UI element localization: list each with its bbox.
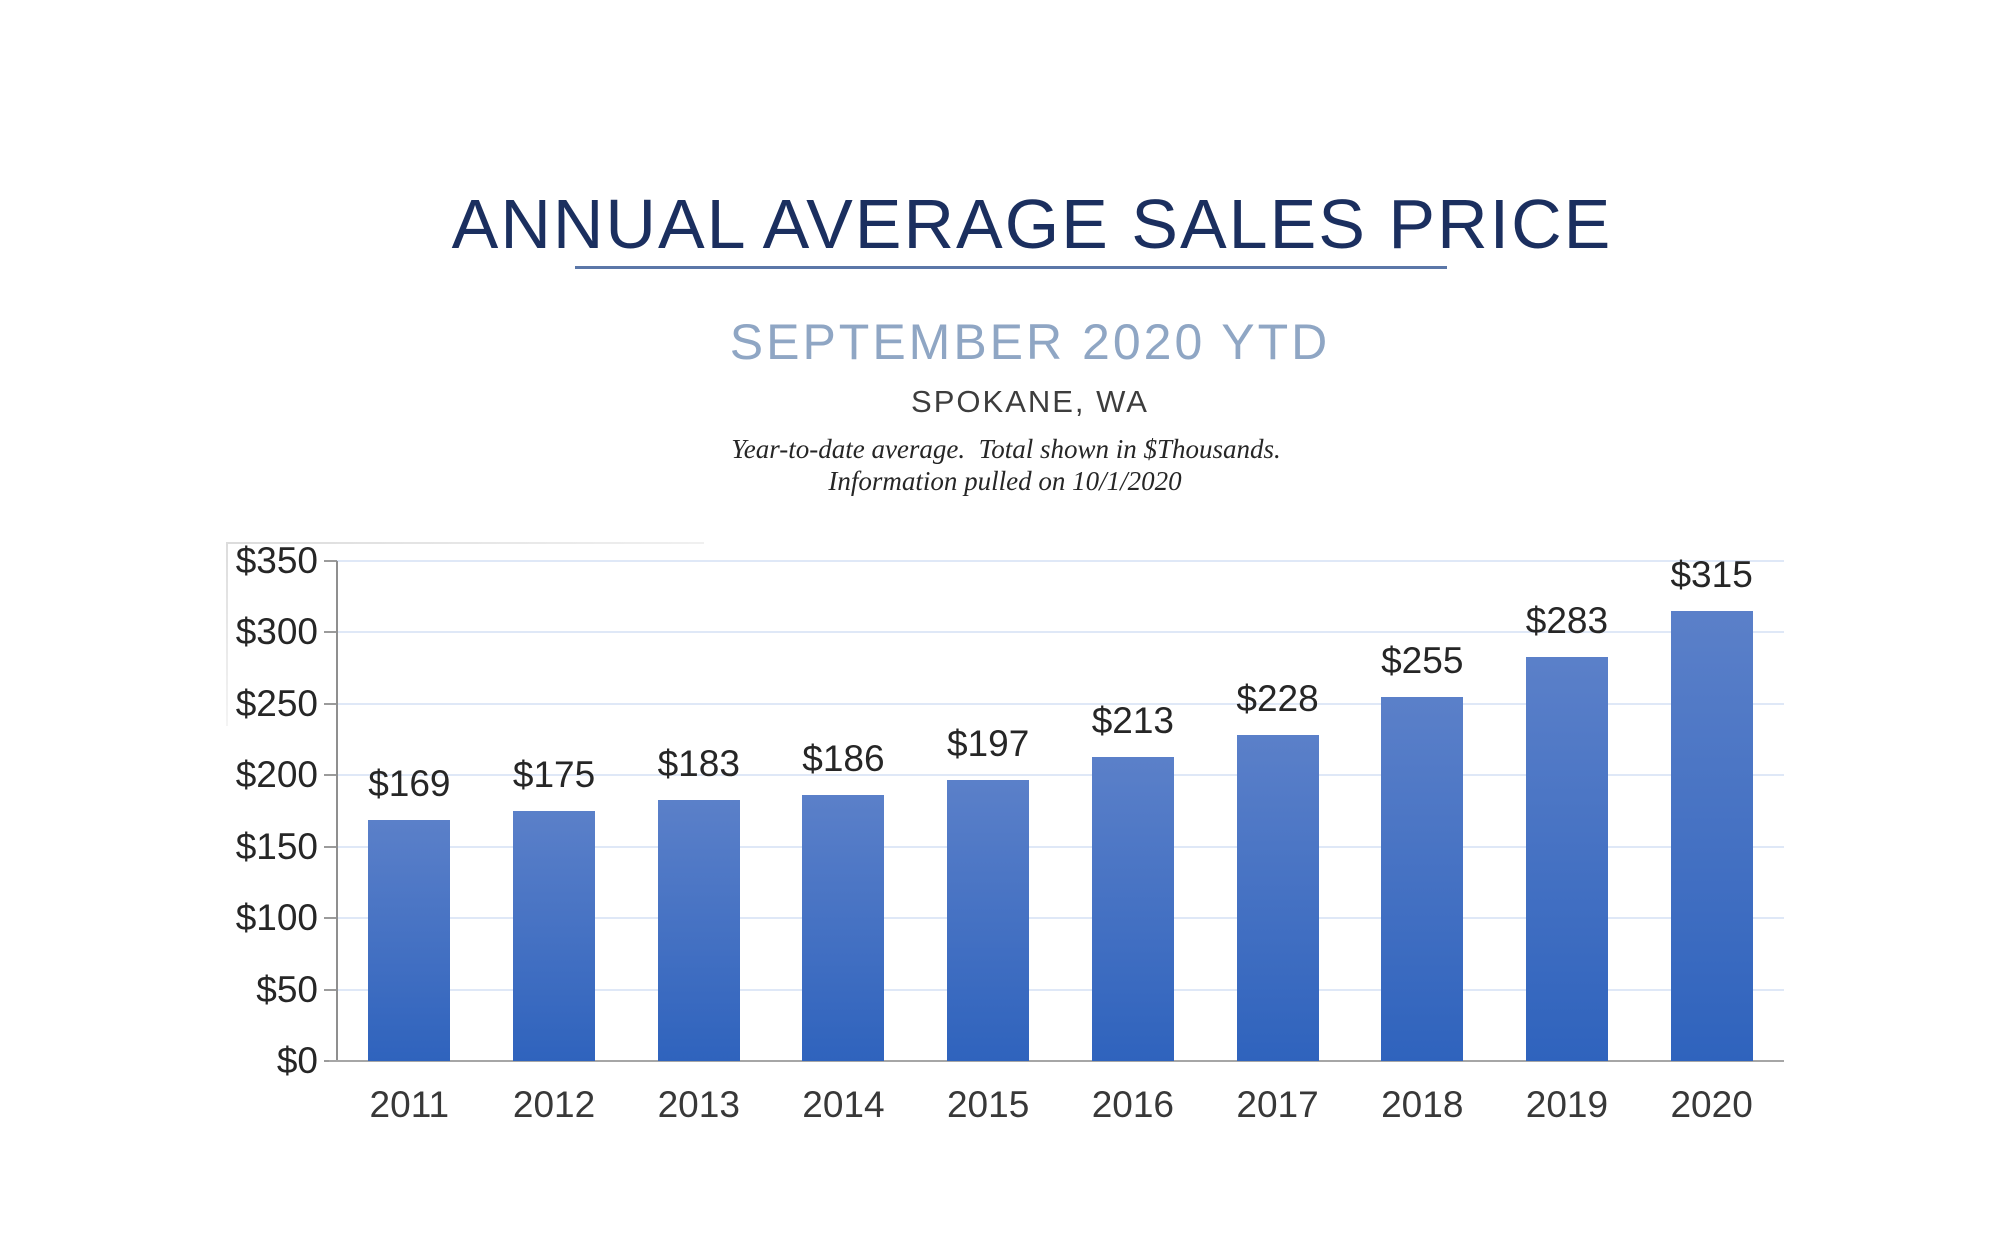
y-tick-label: $150 bbox=[235, 825, 318, 867]
bar bbox=[368, 819, 451, 1061]
x-tick-label: 2013 bbox=[657, 1084, 740, 1125]
bar bbox=[657, 799, 740, 1061]
y-axis-tick bbox=[324, 917, 337, 920]
x-tick-label: 2015 bbox=[946, 1084, 1030, 1125]
y-tick-label: $100 bbox=[235, 897, 318, 939]
bar bbox=[1525, 656, 1608, 1061]
chart-subtitle: SEPTEMBER 2020 YTD bbox=[729, 314, 1331, 370]
y-axis-tick bbox=[324, 702, 337, 705]
x-tick-label: 2018 bbox=[1381, 1084, 1464, 1125]
pasted-image-edge-top bbox=[226, 542, 704, 544]
bar-value-label: $197 bbox=[946, 722, 1030, 764]
y-tick-label: $300 bbox=[235, 611, 318, 653]
x-tick-label: 2016 bbox=[1091, 1084, 1174, 1125]
y-tick-label: $50 bbox=[256, 968, 318, 1010]
bar-value-label: $183 bbox=[657, 742, 740, 784]
bar bbox=[513, 811, 596, 1061]
y-tick-label: $250 bbox=[235, 682, 318, 724]
y-axis-tick bbox=[324, 845, 337, 848]
y-axis-tick bbox=[324, 774, 337, 777]
y-axis-tick bbox=[324, 560, 337, 562]
y-tick-label: $200 bbox=[235, 754, 318, 796]
bar bbox=[1670, 611, 1753, 1061]
bar-value-label: $255 bbox=[1381, 639, 1464, 681]
y-axis-tick bbox=[324, 988, 337, 991]
gridline bbox=[337, 917, 1784, 920]
y-axis-tick bbox=[324, 631, 337, 634]
bar bbox=[802, 795, 885, 1061]
gridline bbox=[337, 774, 1784, 777]
bar-value-label: $186 bbox=[802, 738, 885, 780]
chart-note-pulled: Information pulled on 10/1/2020 bbox=[828, 466, 1182, 496]
gridline bbox=[337, 631, 1784, 634]
bar-value-label: $175 bbox=[512, 754, 596, 795]
page-title: ANNUAL AVERAGE SALES PRICE bbox=[451, 185, 1613, 263]
bar-value-label: $315 bbox=[1670, 554, 1753, 595]
title-underline bbox=[575, 266, 1447, 269]
x-tick-label: 2017 bbox=[1236, 1084, 1319, 1125]
bar bbox=[1091, 756, 1174, 1061]
bar bbox=[1236, 735, 1319, 1061]
gridline bbox=[337, 845, 1784, 848]
x-axis-line bbox=[329, 1060, 1784, 1062]
chart-note-units: Year-to-date average. Total shown in $Th… bbox=[731, 434, 1281, 464]
gridline bbox=[337, 560, 1784, 562]
pasted-image-edge-left bbox=[226, 542, 228, 726]
y-axis-line bbox=[336, 561, 338, 1061]
bar bbox=[1381, 696, 1464, 1061]
gridline bbox=[337, 702, 1784, 705]
bar-value-label: $228 bbox=[1236, 678, 1319, 720]
bar bbox=[947, 779, 1030, 1061]
chart-location: SPOKANE, WA bbox=[911, 384, 1149, 419]
gridline bbox=[337, 988, 1784, 991]
bar-value-label: $283 bbox=[1525, 599, 1609, 641]
x-tick-label: 2020 bbox=[1670, 1084, 1753, 1125]
bar-value-label: $213 bbox=[1091, 699, 1174, 741]
y-tick-label: $350 bbox=[235, 540, 318, 581]
x-tick-label: 2019 bbox=[1525, 1084, 1609, 1125]
y-tick-label: $0 bbox=[276, 1040, 318, 1081]
x-tick-label: 2011 bbox=[369, 1084, 450, 1125]
bar-value-label: $169 bbox=[368, 762, 451, 804]
x-tick-label: 2014 bbox=[802, 1084, 885, 1125]
x-tick-label: 2012 bbox=[512, 1084, 596, 1125]
